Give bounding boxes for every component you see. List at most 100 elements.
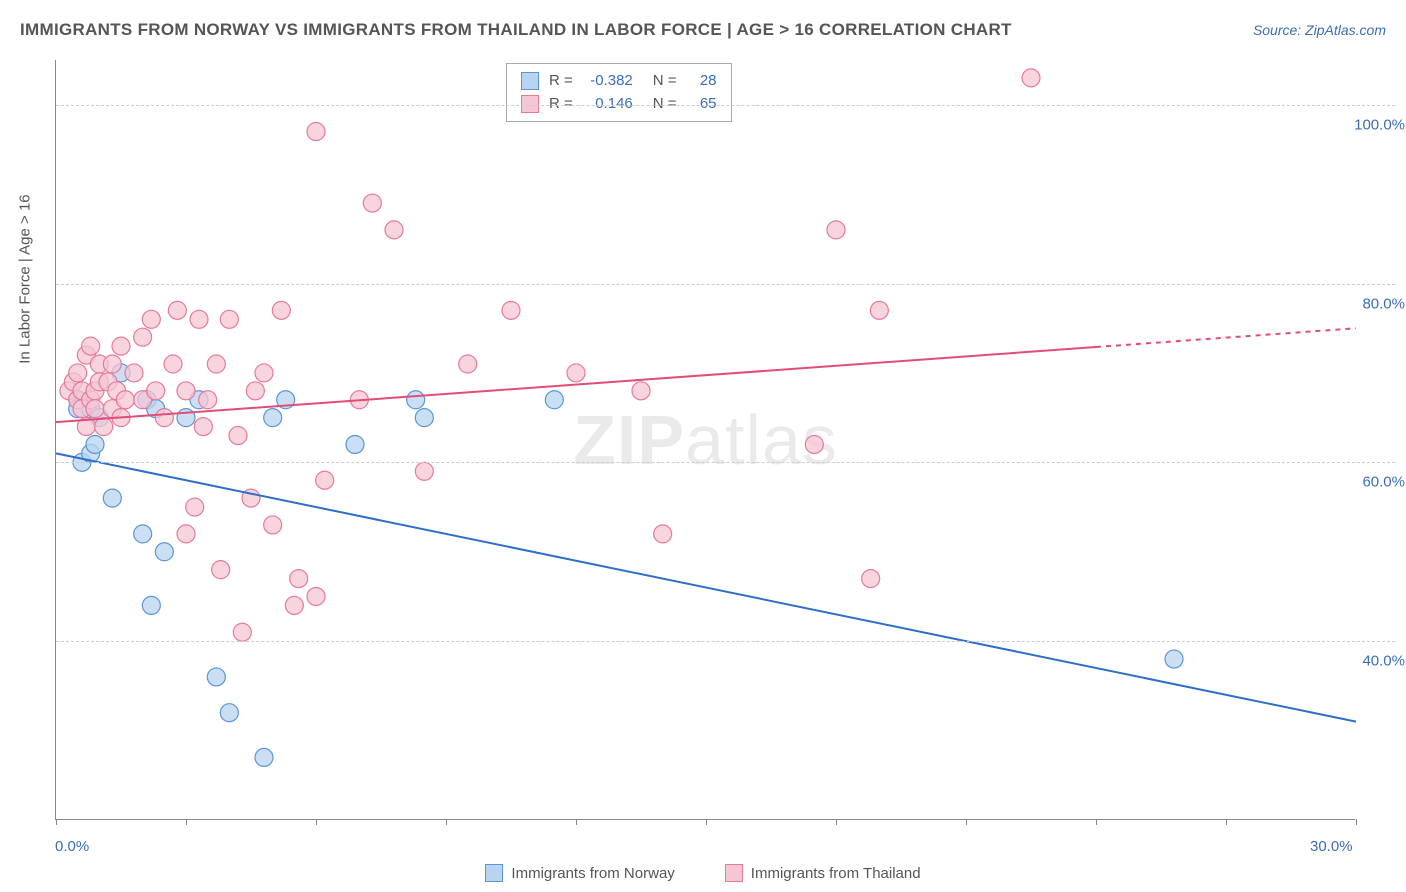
data-point [155,543,173,561]
title-bar: IMMIGRANTS FROM NORWAY VS IMMIGRANTS FRO… [20,20,1386,40]
data-point [307,587,325,605]
data-point [654,525,672,543]
x-tick [446,819,447,825]
y-tick-label: 60.0% [1362,474,1405,491]
chart-title: IMMIGRANTS FROM NORWAY VS IMMIGRANTS FRO… [20,20,1012,40]
trend-line [56,453,1356,721]
data-point [134,525,152,543]
data-point [69,364,87,382]
data-point [82,337,100,355]
stats-box: R = -0.382 N = 28 R = 0.146 N = 65 [506,63,732,122]
data-point [103,355,121,373]
legend-item: Immigrants from Norway [485,864,674,882]
x-tick [1226,819,1227,825]
data-point [147,382,165,400]
data-point [134,328,152,346]
source-link[interactable]: Source: ZipAtlas.com [1253,22,1386,38]
y-tick-label: 40.0% [1362,653,1405,670]
data-point [316,471,334,489]
stats-n-value: 28 [687,70,717,93]
legend-label: Immigrants from Norway [511,865,674,882]
data-point [177,382,195,400]
data-point [459,355,477,373]
data-point [272,301,290,319]
chart-container: IMMIGRANTS FROM NORWAY VS IMMIGRANTS FRO… [0,0,1406,892]
data-point [1022,69,1040,87]
data-point [220,310,238,328]
bottom-legend: Immigrants from Norway Immigrants from T… [0,864,1406,882]
data-point [155,409,173,427]
x-tick [56,819,57,825]
data-point [212,561,230,579]
data-point [407,391,425,409]
data-point [264,409,282,427]
gridline-h [56,105,1395,106]
y-tick-label: 80.0% [1362,295,1405,312]
x-tick [1356,819,1357,825]
data-point [194,418,212,436]
data-point [199,391,217,409]
data-point [346,435,364,453]
data-point [805,435,823,453]
gridline-h [56,284,1395,285]
data-point [363,194,381,212]
data-point [207,355,225,373]
x-tick [966,819,967,825]
data-point [142,596,160,614]
legend-label: Immigrants from Thailand [751,865,921,882]
data-point [86,400,104,418]
y-axis-title: In Labor Force | Age > 16 [17,194,34,363]
data-point [290,570,308,588]
data-point [125,364,143,382]
x-tick [1096,819,1097,825]
y-tick-label: 100.0% [1354,116,1405,133]
gridline-h [56,462,1395,463]
data-point [1165,650,1183,668]
data-point [385,221,403,239]
data-point [264,516,282,534]
data-point [246,382,264,400]
data-point [168,301,186,319]
stats-n-label: N = [653,70,677,93]
x-axis-label: 30.0% [1310,838,1353,855]
x-tick [836,819,837,825]
x-tick [316,819,317,825]
data-point [870,301,888,319]
plot-svg [56,60,1355,819]
data-point [255,748,273,766]
stats-r-label: R = [549,70,573,93]
data-point [86,435,104,453]
data-point [307,123,325,141]
data-point [545,391,563,409]
data-point [95,418,113,436]
x-axis-label: 0.0% [55,838,89,855]
data-point [112,337,130,355]
x-tick [186,819,187,825]
data-point [186,498,204,516]
data-point [415,462,433,480]
data-point [229,427,247,445]
trend-line-dashed [1096,328,1356,347]
data-point [164,355,182,373]
data-point [233,623,251,641]
data-point [502,301,520,319]
data-point [862,570,880,588]
data-point [177,525,195,543]
data-point [827,221,845,239]
data-point [285,596,303,614]
data-point [632,382,650,400]
data-point [142,310,160,328]
legend-swatch [521,72,539,90]
gridline-h [56,641,1395,642]
data-point [207,668,225,686]
legend-item: Immigrants from Thailand [725,864,921,882]
x-tick [706,819,707,825]
stats-row: R = -0.382 N = 28 [521,70,717,93]
stats-r-value: -0.382 [583,70,633,93]
legend-swatch [485,864,503,882]
data-point [220,704,238,722]
plot-area: ZIPatlas R = -0.382 N = 28 R = 0.146 N =… [55,60,1355,820]
data-point [415,409,433,427]
data-point [567,364,585,382]
data-point [103,489,121,507]
